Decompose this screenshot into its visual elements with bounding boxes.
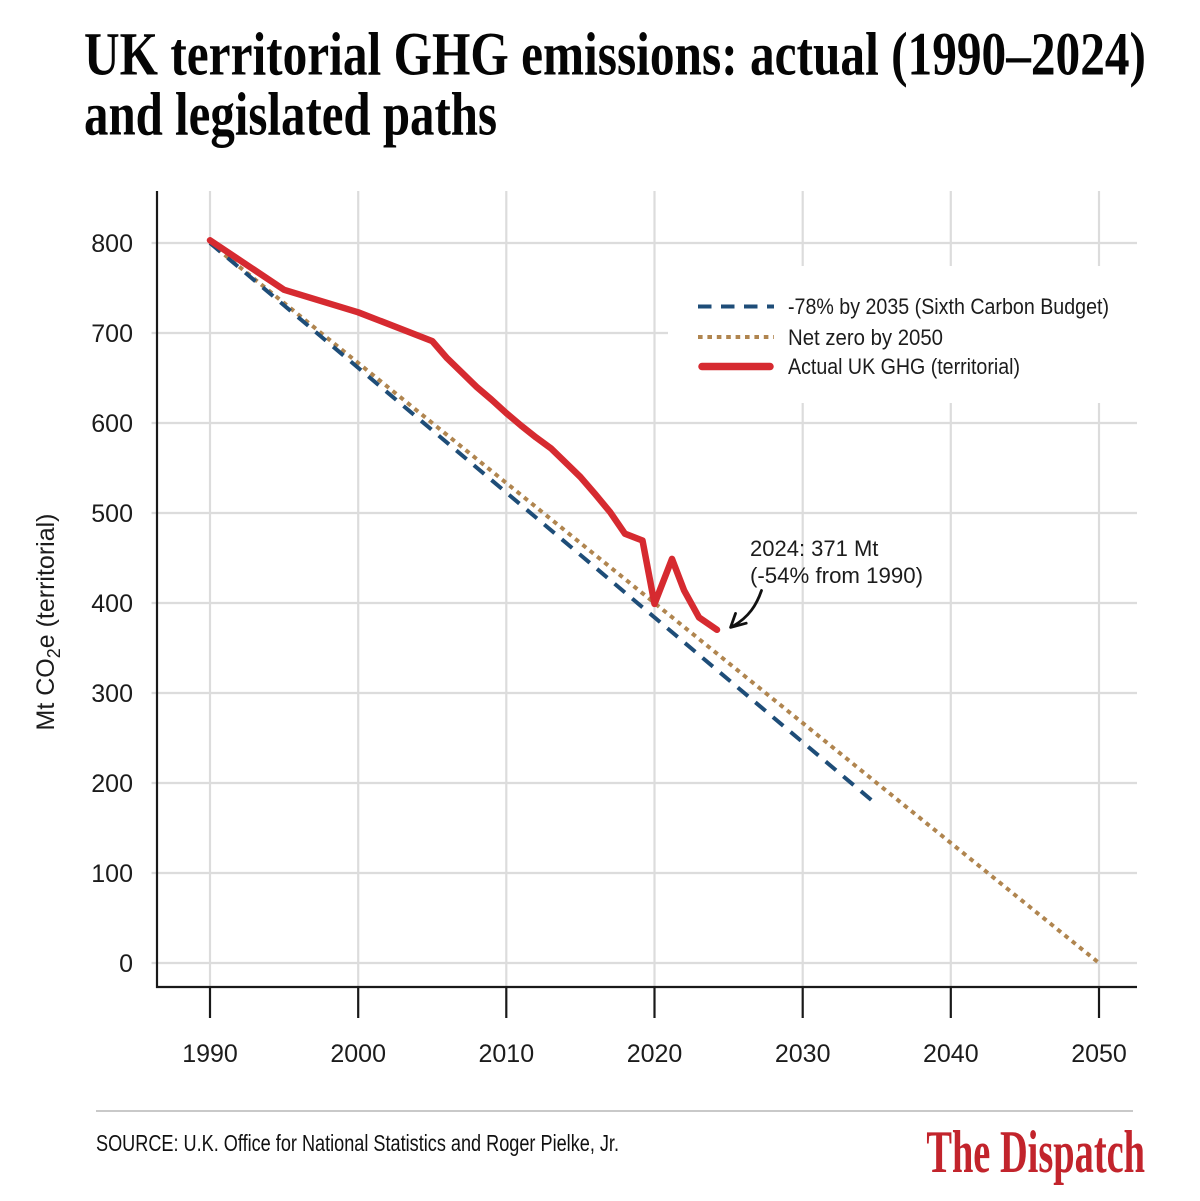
- svg-text:800: 800: [91, 230, 133, 258]
- svg-text:300: 300: [91, 680, 133, 708]
- svg-text:2020: 2020: [627, 1040, 683, 1068]
- svg-text:2000: 2000: [330, 1040, 386, 1068]
- svg-text:600: 600: [91, 410, 133, 438]
- svg-text:2010: 2010: [478, 1040, 534, 1068]
- svg-text:2024: 371 Mt: 2024: 371 Mt: [750, 536, 878, 561]
- svg-text:The Dispatch: The Dispatch: [926, 1118, 1145, 1185]
- svg-text:200: 200: [91, 770, 133, 798]
- svg-text:(-54% from 1990): (-54% from 1990): [750, 563, 923, 588]
- svg-text:-78% by 2035 (Sixth Carbon Bud: -78% by 2035 (Sixth Carbon Budget): [788, 294, 1109, 319]
- svg-text:1990: 1990: [182, 1040, 238, 1068]
- svg-text:Net zero by 2050: Net zero by 2050: [788, 325, 943, 350]
- svg-text:2040: 2040: [923, 1040, 979, 1068]
- svg-text:500: 500: [91, 500, 133, 528]
- svg-text:2030: 2030: [775, 1040, 831, 1068]
- svg-text:2050: 2050: [1071, 1040, 1127, 1068]
- svg-text:and legislated paths: and legislated paths: [84, 82, 497, 149]
- svg-text:100: 100: [91, 860, 133, 888]
- svg-text:400: 400: [91, 590, 133, 618]
- svg-text:700: 700: [91, 320, 133, 348]
- svg-text:SOURCE: U.K. Office for Nation: SOURCE: U.K. Office for National Statist…: [96, 1130, 619, 1156]
- svg-text:UK territorial GHG emissions:: UK territorial GHG emissions: actual (19…: [84, 22, 1146, 89]
- svg-text:0: 0: [119, 950, 133, 978]
- svg-text:Actual UK GHG (territorial): Actual UK GHG (territorial): [788, 354, 1020, 379]
- svg-text:Mt CO2e (territorial): Mt CO2e (territorial): [32, 514, 64, 731]
